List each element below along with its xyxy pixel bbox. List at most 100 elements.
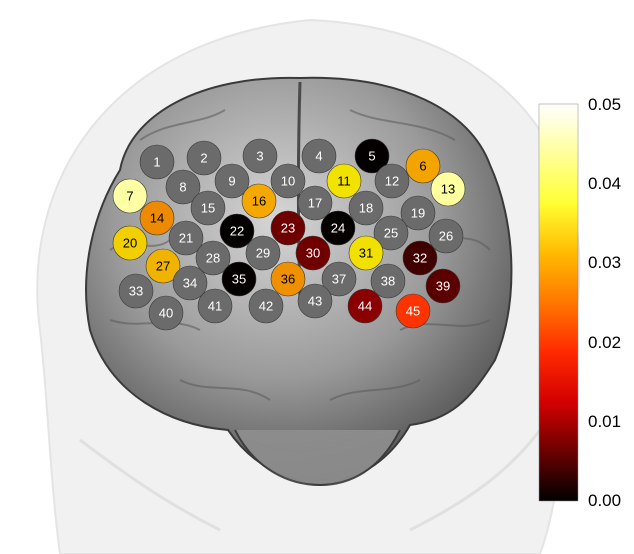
channel-label: 27 — [156, 259, 170, 274]
channel-label: 43 — [308, 294, 322, 309]
channel-3: 3 — [242, 138, 278, 174]
channel-30: 30 — [295, 235, 331, 271]
channel-6: 6 — [405, 148, 441, 184]
colorbar-tick: 0.03 — [588, 253, 621, 272]
channel-label: 11 — [337, 174, 351, 189]
channel-7: 7 — [112, 178, 148, 214]
channel-22: 22 — [219, 213, 255, 249]
colorbar-tick: 0.05 — [588, 95, 621, 114]
channel-label: 21 — [179, 231, 193, 246]
channel-label: 14 — [150, 211, 164, 226]
colorbar-tick: 0.04 — [588, 174, 621, 193]
channel-label: 37 — [332, 272, 346, 287]
channel-39: 39 — [425, 268, 461, 304]
channel-4: 4 — [301, 138, 337, 174]
channel-12: 12 — [374, 163, 410, 199]
channel-2: 2 — [186, 140, 222, 176]
channel-26: 26 — [428, 218, 464, 254]
colorbar-ticks: 0.05 0.04 0.03 0.02 0.01 0.00 — [588, 95, 621, 510]
channel-label: 40 — [159, 306, 173, 321]
colorbar-gradient — [538, 103, 579, 502]
channel-label: 17 — [308, 196, 322, 211]
channel-41: 41 — [197, 288, 233, 324]
channel-label: 25 — [384, 226, 398, 241]
channel-label: 28 — [206, 251, 220, 266]
channel-label: 26 — [439, 229, 453, 244]
channel-44: 44 — [347, 288, 383, 324]
channel-label: 6 — [419, 159, 426, 174]
channel-label: 23 — [281, 221, 295, 236]
channel-label: 10 — [281, 174, 295, 189]
channel-label: 30 — [306, 246, 320, 261]
channel-21: 21 — [168, 220, 204, 256]
channel-13: 13 — [430, 171, 466, 207]
channel-label: 16 — [252, 194, 266, 209]
channel-19: 19 — [400, 195, 436, 231]
channel-label: 35 — [232, 272, 246, 287]
channel-34: 34 — [172, 265, 208, 301]
channel-43: 43 — [297, 283, 333, 319]
channel-14: 14 — [139, 200, 175, 236]
channel-label: 34 — [183, 276, 197, 291]
channel-label: 2 — [200, 151, 207, 166]
colorbar-tick: 0.02 — [588, 333, 621, 352]
channel-label: 36 — [281, 272, 295, 287]
channel-label: 24 — [331, 221, 345, 236]
channel-28: 28 — [195, 240, 231, 276]
channel-40: 40 — [148, 295, 184, 331]
channel-label: 4 — [315, 149, 322, 164]
channel-37: 37 — [321, 261, 357, 297]
channel-11: 11 — [326, 163, 362, 199]
colorbar-tick: 0.01 — [588, 412, 621, 431]
channel-label: 9 — [228, 174, 235, 189]
channel-label: 39 — [436, 279, 450, 294]
channel-38: 38 — [370, 263, 406, 299]
channel-label: 3 — [256, 149, 263, 164]
channel-1: 1 — [139, 144, 175, 180]
channel-label: 20 — [123, 236, 137, 251]
channel-label: 13 — [441, 182, 455, 197]
channel-markers: 1 2 3 4 5 6 7 8 9 10 11 12 13 14 15 16 1… — [112, 138, 466, 331]
channel-32: 32 — [402, 240, 438, 276]
channel-24: 24 — [320, 210, 356, 246]
channel-20: 20 — [112, 225, 148, 261]
channel-label: 33 — [129, 284, 143, 299]
channel-16: 16 — [241, 183, 277, 219]
channel-label: 45 — [406, 304, 420, 319]
channel-42: 42 — [248, 288, 284, 324]
channel-25: 25 — [373, 215, 409, 251]
channel-17: 17 — [297, 185, 333, 221]
channel-label: 18 — [359, 201, 373, 216]
channel-label: 44 — [358, 299, 372, 314]
colorbar: 0.05 0.04 0.03 0.02 0.01 0.00 — [538, 95, 621, 510]
channel-label: 32 — [413, 251, 427, 266]
channel-10: 10 — [270, 163, 306, 199]
channel-9: 9 — [214, 163, 250, 199]
channel-label: 42 — [259, 299, 273, 314]
channel-label: 31 — [359, 246, 373, 261]
channel-label: 5 — [368, 149, 375, 164]
channel-label: 8 — [179, 180, 186, 195]
channel-27: 27 — [145, 248, 181, 284]
channel-label: 12 — [385, 174, 399, 189]
channel-29: 29 — [245, 235, 281, 271]
channel-label: 41 — [208, 299, 222, 314]
channel-label: 7 — [126, 189, 133, 204]
channel-31: 31 — [348, 235, 384, 271]
channel-label: 38 — [381, 274, 395, 289]
channel-8: 8 — [165, 169, 201, 205]
channel-23: 23 — [270, 210, 306, 246]
channel-35: 35 — [221, 261, 257, 297]
channel-label: 19 — [411, 206, 425, 221]
colorbar-tick: 0.00 — [588, 491, 621, 510]
channel-45: 45 — [395, 293, 431, 329]
channel-33: 33 — [118, 273, 154, 309]
channel-label: 1 — [153, 155, 160, 170]
channel-18: 18 — [348, 190, 384, 226]
channel-label: 15 — [201, 201, 215, 216]
channel-5: 5 — [354, 138, 390, 174]
channel-label: 22 — [230, 224, 244, 239]
channel-15: 15 — [190, 190, 226, 226]
channel-36: 36 — [270, 261, 306, 297]
